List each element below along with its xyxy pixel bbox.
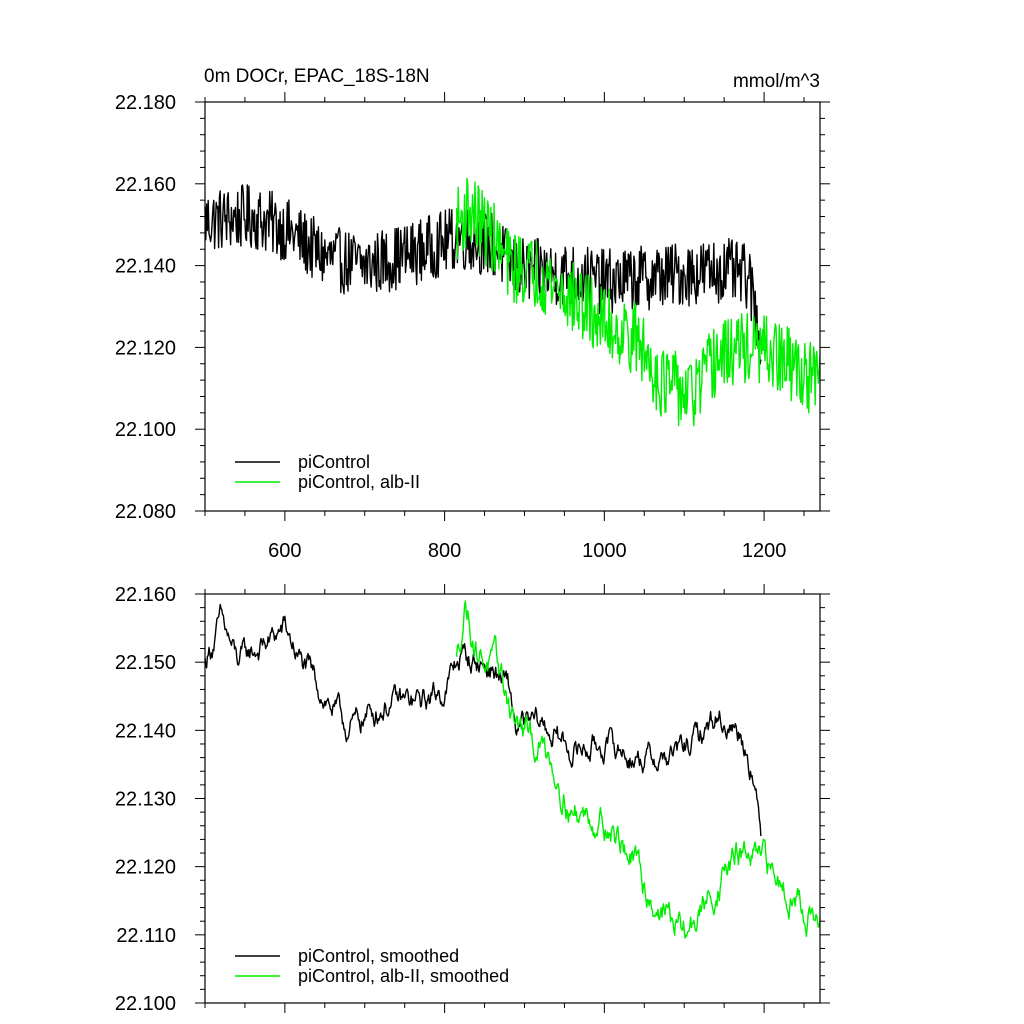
bottom-y-tick-label: 22.110 xyxy=(116,925,176,947)
bottom-y-tick-label: 22.150 xyxy=(115,652,176,674)
top-x-tick-label: 1000 xyxy=(582,540,627,562)
top-legend-label: piControl xyxy=(298,452,370,472)
top-series-group xyxy=(204,177,821,427)
top-y-tick-label: 22.160 xyxy=(115,174,176,196)
top-y-tick-label: 22.180 xyxy=(115,92,176,114)
top-panel: 0m DOCr, EPAC_18S-18N mmol/m^3 22.08022.… xyxy=(115,66,830,562)
bottom-panel: 22.100 22.110 22.120 22.130 22.140 22.150 22.1… xyxy=(115,584,830,1015)
bottom-legend-label: piControl, alb-II, smoothed xyxy=(298,966,509,986)
chart-units: mmol/m^3 xyxy=(733,71,820,92)
bottom-series-line-picontrol-alb-ii xyxy=(455,600,821,939)
bottom-y-tick-label: 22.100 xyxy=(115,993,176,1015)
top-legend-label: piControl, alb-II xyxy=(298,472,420,492)
top-ticks-group: 22.080 22.100 22.120 22.140 22.160 22.180 600 8… xyxy=(115,92,830,562)
bottom-y-tick-label: 22.130 xyxy=(115,789,176,811)
chart-title: 0m DOCr, EPAC_18S-18N xyxy=(204,66,430,87)
top-plot-frame xyxy=(204,101,821,512)
top-x-tick-label: 800 xyxy=(428,540,461,562)
top-x-tick-label: 600 xyxy=(268,540,301,562)
top-x-tick-label: 1200 xyxy=(742,540,787,562)
bottom-y-tick-label: 22.120 xyxy=(115,857,176,879)
top-series-line-picontrol-alb-ii xyxy=(455,177,821,427)
bottom-series-line-picontrol xyxy=(204,603,762,837)
bottom-series-group xyxy=(204,600,821,939)
top-y-tick-label: 22.080 xyxy=(115,501,176,523)
top-y-tick-label: 22.140 xyxy=(115,256,176,278)
bottom-ticks-group: 22.100 22.110 22.120 22.130 22.140 22.150 22.1… xyxy=(115,584,830,1015)
top-y-tick-label: 22.100 xyxy=(115,419,176,441)
top-y-tick-label: 22.120 xyxy=(115,337,176,359)
bottom-legend-label: piControl, smoothed xyxy=(298,946,459,966)
bottom-y-tick-label: 22.160 xyxy=(115,584,176,606)
bottom-y-tick-label: 22.140 xyxy=(115,720,176,742)
